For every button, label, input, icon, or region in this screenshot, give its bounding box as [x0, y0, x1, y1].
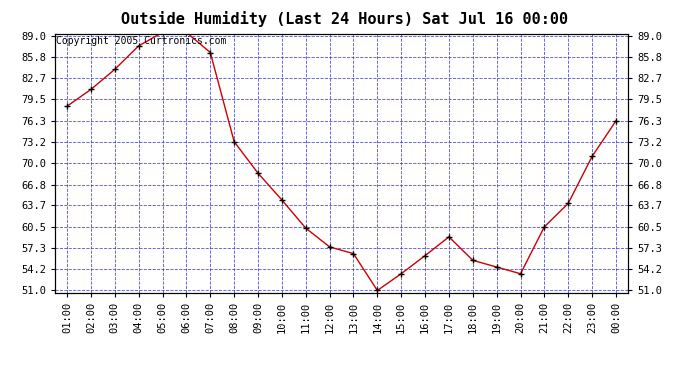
Text: Copyright 2005 Curtronics.com: Copyright 2005 Curtronics.com: [57, 36, 227, 46]
Text: Outside Humidity (Last 24 Hours) Sat Jul 16 00:00: Outside Humidity (Last 24 Hours) Sat Jul…: [121, 11, 569, 27]
